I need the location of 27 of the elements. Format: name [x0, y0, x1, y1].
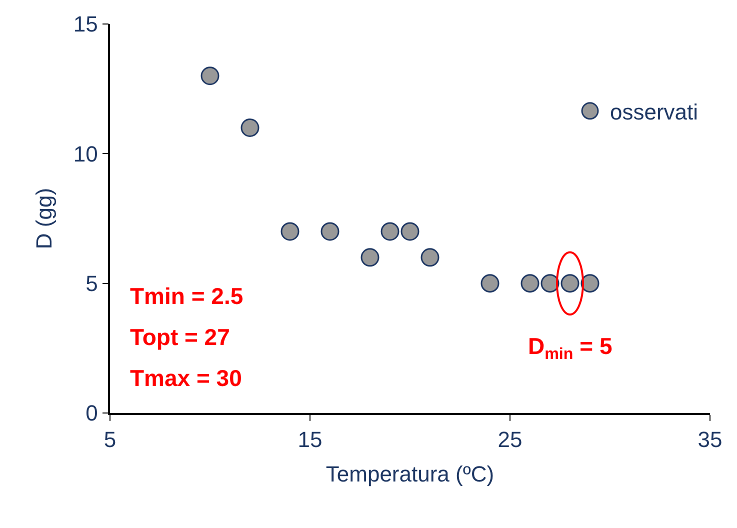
annotation: Tmax = 30	[130, 365, 242, 391]
point	[360, 248, 380, 267]
point	[420, 248, 440, 267]
y-tick-label: 10	[73, 141, 98, 166]
y-tick-label: 0	[86, 400, 98, 426]
legend-label: osservati	[610, 100, 698, 125]
point	[200, 66, 220, 86]
y-tick-label: 5	[86, 271, 98, 296]
point	[580, 274, 600, 293]
y-tick-label: 15	[73, 12, 98, 37]
x-tick-label: 25	[498, 427, 522, 452]
x-tick-label: 15	[298, 427, 322, 452]
x-tick-label: 5	[104, 427, 116, 452]
point	[520, 274, 540, 293]
x-axis-title: Temperatura (ºC)	[326, 462, 494, 487]
point	[280, 222, 300, 241]
x-tick-label: 35	[698, 427, 722, 452]
point	[480, 274, 500, 293]
point	[380, 222, 400, 241]
point	[240, 118, 260, 137]
point	[400, 222, 420, 241]
y-axis-title: D (gg)	[32, 188, 57, 250]
point	[540, 274, 560, 293]
annotation: Tmin = 2.5	[130, 283, 244, 309]
point	[320, 222, 340, 241]
annotation: D$_{min}$ = 5	[528, 333, 612, 363]
annotation: Topt = 27	[130, 324, 230, 350]
